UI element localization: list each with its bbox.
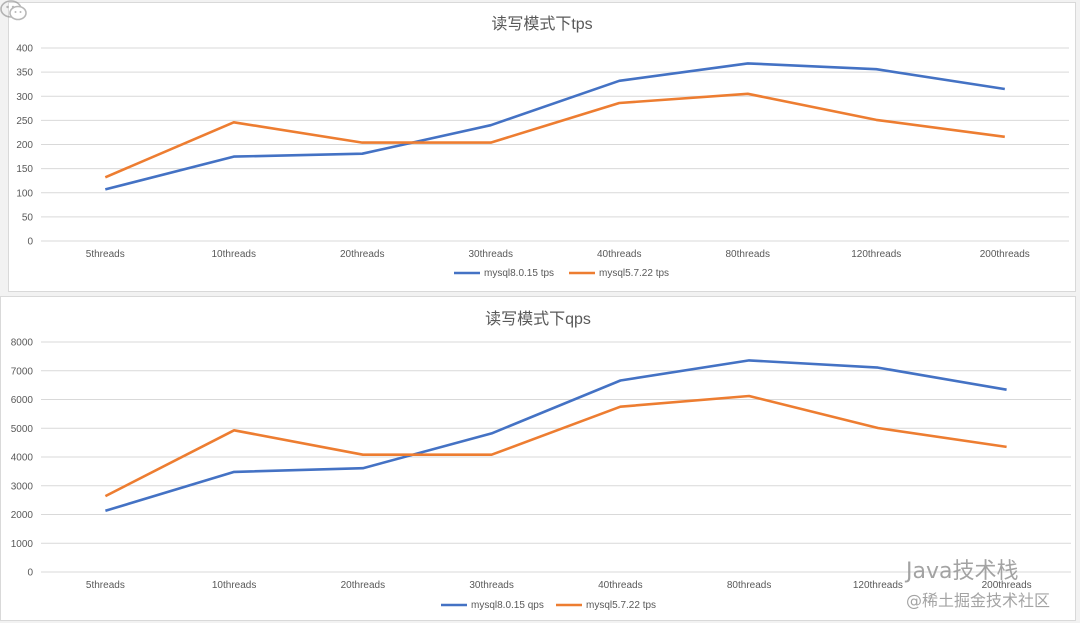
x-tick-label: 80threads bbox=[726, 249, 770, 260]
y-tick-label: 150 bbox=[16, 164, 33, 175]
legend-label: mysql8.0.15 tps bbox=[484, 268, 554, 279]
x-tick-label: 120threads bbox=[851, 249, 901, 260]
chart-title: 读写模式下qps bbox=[485, 310, 591, 328]
watermark-subtitle: @稀土掘金技术社区 bbox=[905, 591, 1050, 610]
tps-chart-panel: 读写模式下tps 0 50 100 150 200 250 300 350 400 5threads… bbox=[8, 2, 1076, 292]
series-line-0 bbox=[104, 62, 1005, 191]
x-tick-label: 40threads bbox=[597, 249, 641, 260]
x-tick-label: 10threads bbox=[212, 249, 256, 260]
x-tick-label: 10threads bbox=[212, 580, 256, 591]
y-tick-label: 250 bbox=[16, 116, 33, 127]
chart-title: 读写模式下tps bbox=[491, 15, 592, 33]
y-tick-label: 3000 bbox=[11, 481, 34, 492]
x-tick-label: 40threads bbox=[598, 580, 642, 591]
y-tick-label: 300 bbox=[16, 92, 33, 103]
x-tick-label: 200threads bbox=[982, 580, 1032, 591]
y-tick-label: 8000 bbox=[11, 338, 34, 349]
x-tick-label: 80threads bbox=[727, 580, 771, 591]
x-tick-label: 20threads bbox=[340, 249, 384, 260]
y-tick-label: 50 bbox=[22, 212, 34, 223]
x-tick-label: 30threads bbox=[469, 580, 513, 591]
y-tick-label: 350 bbox=[16, 68, 33, 79]
x-tick-label: 5threads bbox=[86, 580, 125, 591]
y-tick-label: 6000 bbox=[11, 395, 34, 406]
tps-chart: 读写模式下tps 0 50 100 150 200 250 300 350 400 5threads… bbox=[16, 15, 1069, 279]
x-tick-label: 20threads bbox=[341, 580, 385, 591]
legend-label: mysql8.0.15 qps bbox=[471, 600, 544, 611]
y-tick-label: 200 bbox=[16, 140, 33, 151]
wechat-icon bbox=[0, 0, 27, 21]
series-line-0 bbox=[105, 359, 1007, 513]
series-line-1 bbox=[104, 394, 1007, 498]
x-tick-label: 5threads bbox=[86, 249, 125, 260]
y-tick-label: 0 bbox=[27, 237, 33, 248]
y-tick-label: 400 bbox=[16, 44, 33, 55]
legend-label: mysql5.7.22 tps bbox=[599, 268, 669, 279]
legend-label: mysql5.7.22 tps bbox=[586, 600, 656, 611]
y-tick-label: 7000 bbox=[11, 366, 34, 377]
series-line-1 bbox=[104, 92, 1005, 179]
y-tick-label: 4000 bbox=[11, 453, 34, 464]
y-tick-label: 100 bbox=[16, 188, 33, 199]
x-tick-label: 200threads bbox=[980, 249, 1030, 260]
y-tick-label: 1000 bbox=[11, 539, 34, 550]
y-tick-label: 2000 bbox=[11, 510, 34, 521]
qps-chart: 读写模式下qps 0 1000 2000 3000 4000 5000 6000 7000 800… bbox=[11, 310, 1071, 611]
watermark: Java技术栈 @稀土掘金技术社区 bbox=[906, 553, 1050, 611]
x-tick-label: 30threads bbox=[469, 249, 513, 260]
x-tick-label: 120threads bbox=[853, 580, 903, 591]
qps-chart-panel: 读写模式下qps 0 1000 2000 3000 4000 5000 6000 7000 800… bbox=[0, 296, 1076, 621]
watermark-title: Java技术栈 bbox=[905, 559, 1019, 584]
y-tick-label: 5000 bbox=[11, 424, 34, 435]
y-tick-label: 0 bbox=[27, 568, 33, 579]
